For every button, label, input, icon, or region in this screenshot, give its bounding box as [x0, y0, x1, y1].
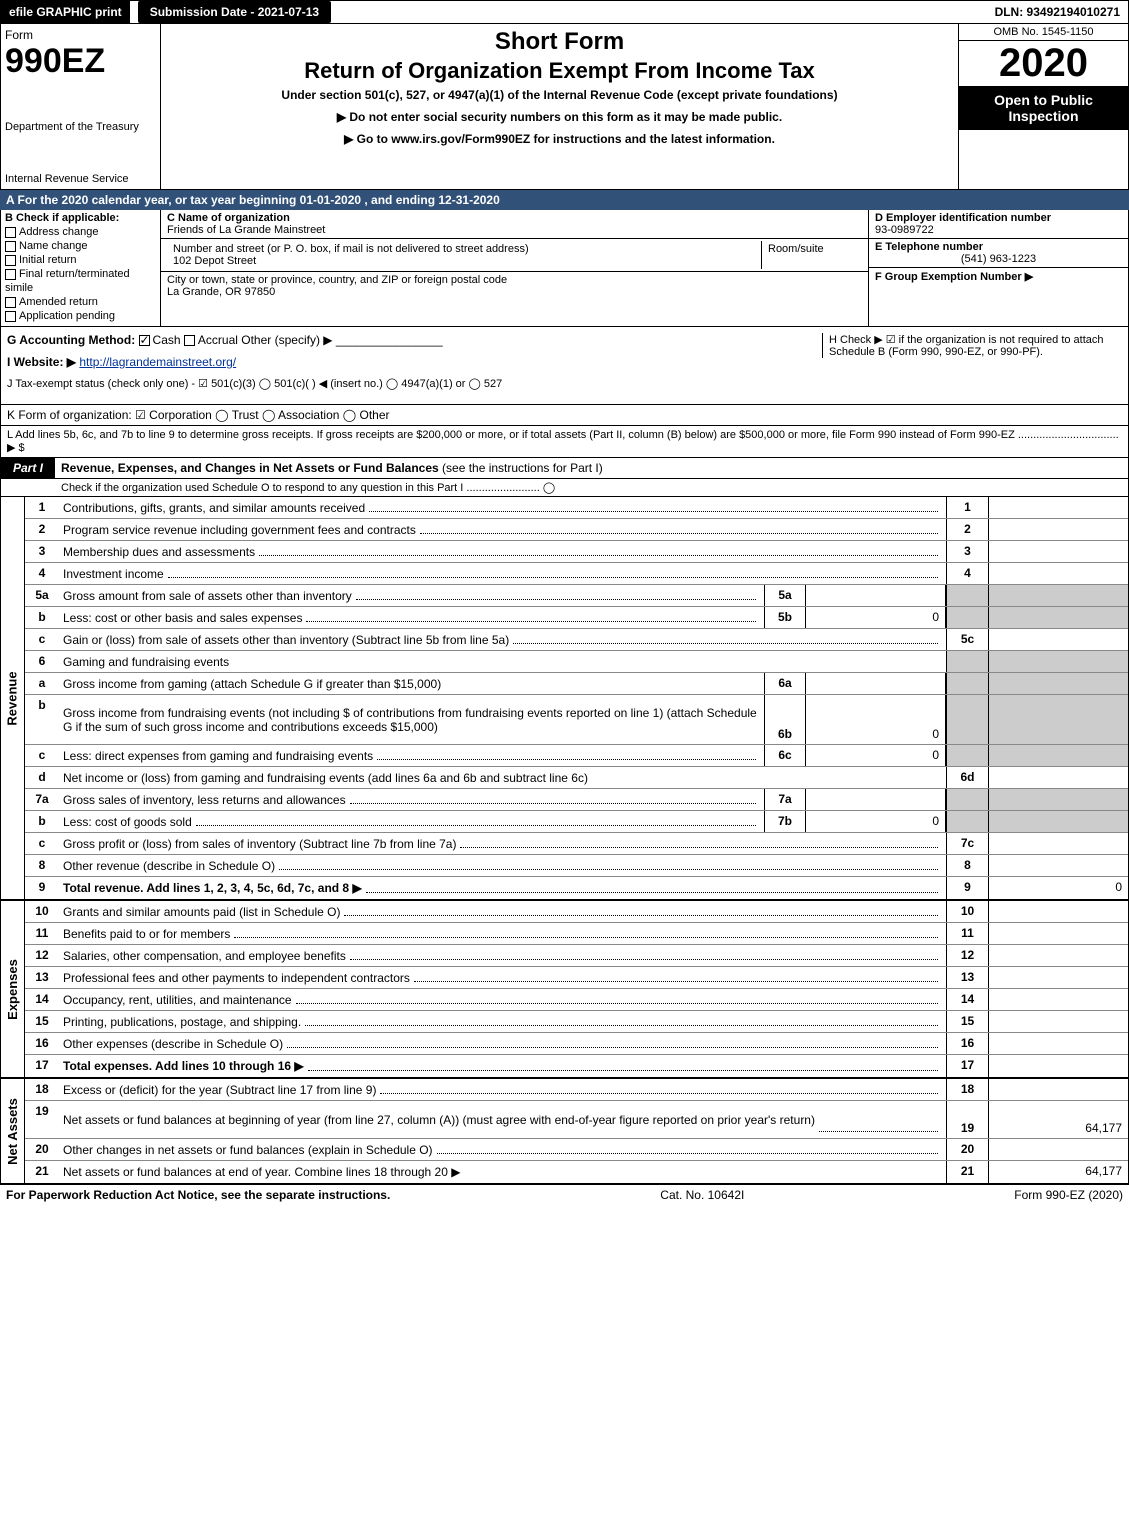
revenue-table: Revenue 1Contributions, gifts, grants, a… [0, 497, 1129, 900]
f-group-exemption: F Group Exemption Number ▶ [869, 268, 1128, 285]
dln-label: DLN: 93492194010271 [987, 1, 1128, 23]
address-row: Number and street (or P. O. box, if mail… [161, 239, 868, 272]
d-ein: D Employer identification number 93-0989… [869, 210, 1128, 239]
cat-no: Cat. No. 10642I [390, 1188, 1014, 1202]
revenue-side-label: Revenue [1, 497, 25, 899]
city-row: City or town, state or province, country… [161, 272, 868, 300]
submission-date: Submission Date - 2021-07-13 [138, 1, 331, 23]
room-suite: Room/suite [762, 241, 862, 269]
netassets-side-label: Net Assets [1, 1079, 25, 1183]
e-phone: E Telephone number (541) 963-1223 [869, 239, 1128, 268]
c-label: C Name of organization [167, 212, 290, 224]
tax-year: 2020 [959, 41, 1128, 86]
part1-check-o: Check if the organization used Schedule … [0, 479, 1129, 497]
line-2: 2Program service revenue including gover… [25, 519, 1128, 541]
l-gross-receipts: L Add lines 5b, 6c, and 7b to line 9 to … [0, 426, 1129, 458]
form-word: Form [5, 28, 156, 42]
line-3: 3Membership dues and assessments3 [25, 541, 1128, 563]
org-name: Friends of La Grande Mainstreet [167, 224, 325, 236]
no-ssn-note: ▶ Do not enter social security numbers o… [169, 110, 950, 124]
line-19: 19Net assets or fund balances at beginni… [25, 1101, 1128, 1139]
line-14: 14Occupancy, rent, utilities, and mainte… [25, 989, 1128, 1011]
expenses-table: Expenses 10Grants and similar amounts pa… [0, 900, 1129, 1078]
top-bar: efile GRAPHIC print Submission Date - 20… [0, 0, 1129, 24]
line-18: 18Excess or (deficit) for the year (Subt… [25, 1079, 1128, 1101]
line-13: 13Professional fees and other payments t… [25, 967, 1128, 989]
line-17: 17Total expenses. Add lines 10 through 1… [25, 1055, 1128, 1077]
chk-amended-return[interactable]: Amended return [5, 296, 156, 308]
line-5a: 5aGross amount from sale of assets other… [25, 585, 1128, 607]
line-10: 10Grants and similar amounts paid (list … [25, 901, 1128, 923]
line-6: 6Gaming and fundraising events [25, 651, 1128, 673]
line-11: 11Benefits paid to or for members11 [25, 923, 1128, 945]
header-center: Short Form Return of Organization Exempt… [161, 24, 958, 189]
line-7b: bLess: cost of goods sold7b0 [25, 811, 1128, 833]
j-tax-exempt: J Tax-exempt status (check only one) - ☑… [7, 377, 1122, 390]
under-section: Under section 501(c), 527, or 4947(a)(1)… [169, 88, 950, 102]
b-right: D Employer identification number 93-0989… [868, 210, 1128, 326]
irs-label: Internal Revenue Service [5, 173, 156, 185]
line-15: 15Printing, publications, postage, and s… [25, 1011, 1128, 1033]
k-form-org: K Form of organization: ☑ Corporation ◯ … [0, 405, 1129, 426]
header-right: OMB No. 1545-1150 2020 Open to Public In… [958, 24, 1128, 189]
open-to-public: Open to Public Inspection [959, 86, 1128, 130]
section-b: B Check if applicable: Address change Na… [0, 210, 1129, 327]
chk-cash[interactable] [139, 335, 150, 346]
chk-application-pending[interactable]: Application pending [5, 310, 156, 322]
line-6d: dNet income or (loss) from gaming and fu… [25, 767, 1128, 789]
line-6c: cLess: direct expenses from gaming and f… [25, 745, 1128, 767]
chk-accrual[interactable] [184, 335, 195, 346]
treasury-dept: Department of the Treasury [5, 121, 156, 133]
header-left: Form 990EZ Department of the Treasury In… [1, 24, 161, 189]
h-check: H Check ▶ ☑ if the organization is not r… [822, 333, 1122, 358]
b-center: C Name of organization Friends of La Gra… [161, 210, 868, 326]
tax-year-line: A For the 2020 calendar year, or tax yea… [0, 190, 1129, 210]
netassets-table: Net Assets 18Excess or (deficit) for the… [0, 1078, 1129, 1184]
line-5b: bLess: cost or other basis and sales exp… [25, 607, 1128, 629]
line-7a: 7aGross sales of inventory, less returns… [25, 789, 1128, 811]
city-label: City or town, state or province, country… [167, 274, 507, 286]
line-5c: cGain or (loss) from sale of assets othe… [25, 629, 1128, 651]
line-7c: cGross profit or (loss) from sales of in… [25, 833, 1128, 855]
addr-label: Number and street (or P. O. box, if mail… [173, 243, 529, 255]
ghi-section: H Check ▶ ☑ if the organization is not r… [0, 327, 1129, 405]
ein-value: 93-0989722 [875, 224, 934, 236]
line-6a: aGross income from gaming (attach Schedu… [25, 673, 1128, 695]
chk-initial-return[interactable]: Initial return [5, 254, 156, 266]
c-name-row: C Name of organization Friends of La Gra… [161, 210, 868, 239]
chk-name-change[interactable]: Name change [5, 240, 156, 252]
omb-number: OMB No. 1545-1150 [959, 24, 1128, 41]
line-9: 9Total revenue. Add lines 1, 2, 3, 4, 5c… [25, 877, 1128, 899]
addr-value: 102 Depot Street [173, 255, 256, 267]
part1-header: Part I Revenue, Expenses, and Changes in… [0, 458, 1129, 479]
goto-link[interactable]: ▶ Go to www.irs.gov/Form990EZ for instru… [169, 132, 950, 146]
line-6b: bGross income from fundraising events (n… [25, 695, 1128, 745]
chk-final-return[interactable]: Final return/terminated [5, 268, 156, 280]
b-heading: B Check if applicable: [5, 212, 156, 224]
line-1: 1Contributions, gifts, grants, and simil… [25, 497, 1128, 519]
expenses-side-label: Expenses [1, 901, 25, 1077]
website-link[interactable]: http://lagrandemainstreet.org/ [79, 355, 236, 369]
form-ref: Form 990-EZ (2020) [1014, 1188, 1123, 1202]
paperwork-notice: For Paperwork Reduction Act Notice, see … [6, 1188, 390, 1202]
short-form-title: Short Form [169, 28, 950, 56]
efile-label[interactable]: efile GRAPHIC print [1, 1, 130, 23]
part1-title: Revenue, Expenses, and Changes in Net As… [55, 458, 1128, 478]
form-header: Form 990EZ Department of the Treasury In… [0, 24, 1129, 190]
line-12: 12Salaries, other compensation, and empl… [25, 945, 1128, 967]
city-value: La Grande, OR 97850 [167, 286, 275, 298]
line-20: 20Other changes in net assets or fund ba… [25, 1139, 1128, 1161]
form-number: 990EZ [5, 42, 156, 81]
part1-tag: Part I [1, 458, 55, 478]
page-footer: For Paperwork Reduction Act Notice, see … [0, 1184, 1129, 1205]
line-16: 16Other expenses (describe in Schedule O… [25, 1033, 1128, 1055]
b-checkboxes: B Check if applicable: Address change Na… [1, 210, 161, 326]
phone-value: (541) 963-1223 [875, 253, 1122, 265]
return-title: Return of Organization Exempt From Incom… [169, 58, 950, 84]
line-21: 21Net assets or fund balances at end of … [25, 1161, 1128, 1183]
line-8: 8Other revenue (describe in Schedule O)8 [25, 855, 1128, 877]
line-4: 4Investment income4 [25, 563, 1128, 585]
chk-address-change[interactable]: Address change [5, 226, 156, 238]
